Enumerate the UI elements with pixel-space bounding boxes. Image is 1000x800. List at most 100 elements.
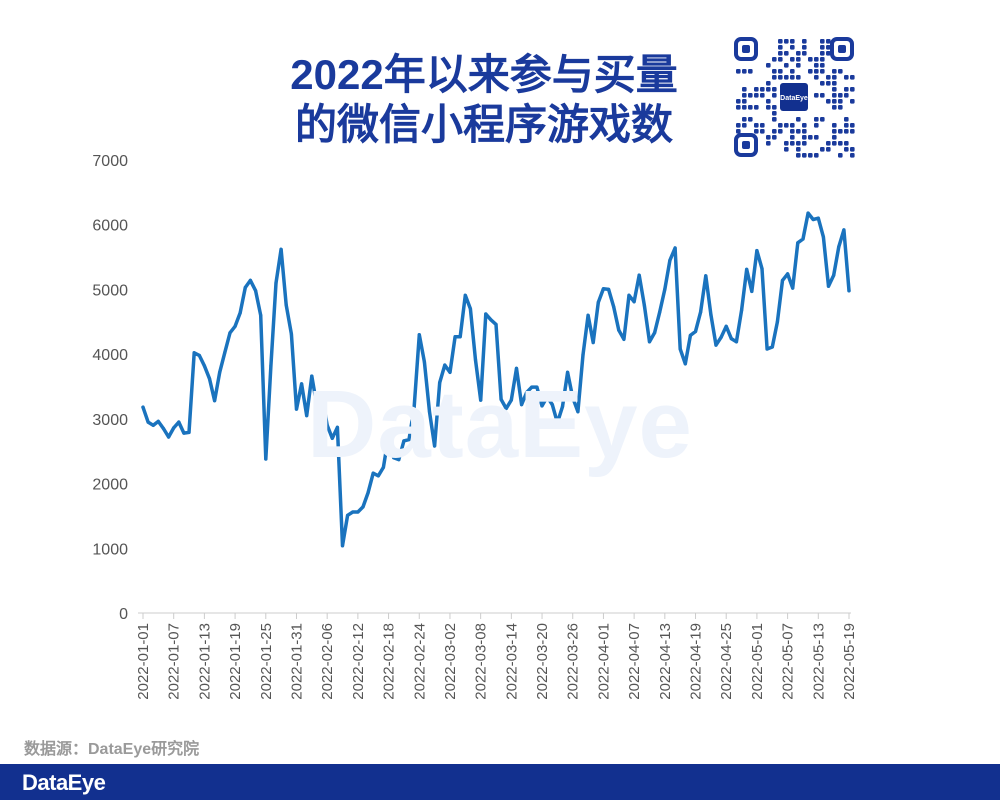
data-point (458, 335, 462, 339)
data-point (627, 293, 631, 297)
data-point (463, 293, 467, 297)
data-point (223, 350, 227, 354)
data-point (780, 278, 785, 282)
data-point (847, 289, 851, 293)
data-point (141, 405, 145, 409)
data-point (760, 267, 764, 271)
data-point (622, 337, 626, 341)
data-point (402, 439, 406, 443)
data-point (397, 458, 401, 462)
data-point (468, 307, 472, 311)
data-point (596, 300, 600, 304)
x-tick-label: 2022-03-14 (503, 623, 520, 700)
x-tick-label: 2022-04-07 (626, 623, 643, 700)
data-point (791, 286, 795, 290)
data-point (494, 322, 498, 326)
data-point (172, 426, 176, 430)
data-point (279, 247, 283, 251)
data-point (300, 382, 304, 386)
data-point (361, 505, 365, 509)
data-point (591, 340, 595, 345)
data-point (274, 281, 278, 285)
data-point (806, 211, 810, 215)
x-axis-ticks (142, 613, 850, 619)
x-tick-label: 2022-02-06 (319, 623, 336, 700)
data-point (719, 335, 723, 339)
data-point (755, 249, 759, 253)
data-point (550, 403, 554, 407)
x-tick-label: 2022-04-01 (595, 623, 612, 700)
y-tick-label: 6000 (92, 218, 128, 235)
data-point (197, 353, 201, 357)
data-point (269, 364, 273, 368)
y-tick-label: 1000 (92, 541, 128, 558)
data-point (658, 310, 662, 314)
data-point (693, 329, 698, 334)
data-point (520, 403, 524, 407)
data-point (417, 333, 421, 337)
y-tick-label: 5000 (92, 282, 128, 299)
data-point (351, 510, 355, 514)
data-point (688, 333, 693, 337)
data-point (294, 407, 299, 411)
data-point (264, 457, 268, 461)
chart-title: 2022年以来参与买量 的微信小程序游戏数 (240, 50, 728, 150)
data-point (233, 324, 237, 328)
data-point (453, 335, 457, 339)
y-tick-label: 0 (119, 606, 128, 623)
data-point (330, 436, 334, 440)
y-axis-tick-labels: 0 1000 2000 3000 4000 5000 6000 7000 (92, 153, 128, 623)
qr-logo-text: DataEye (780, 95, 808, 102)
data-point (770, 345, 774, 349)
data-point (427, 410, 432, 414)
data-point (248, 278, 252, 282)
x-tick-label: 2022-03-26 (565, 623, 582, 700)
data-point (407, 438, 411, 442)
data-point (530, 385, 534, 389)
x-tick-label: 2022-02-18 (381, 623, 398, 700)
data-point (709, 313, 713, 317)
chart-title-line-2: 的微信小程序游戏数 (294, 101, 673, 148)
data-point (315, 404, 319, 408)
watermark: DataEye (307, 371, 693, 478)
data-point (560, 405, 565, 409)
data-point (392, 456, 396, 460)
x-tick-label: 2022-03-20 (534, 623, 551, 700)
data-point (586, 313, 590, 317)
x-tick-label: 2022-01-13 (196, 623, 213, 700)
data-point (156, 419, 160, 423)
data-point (801, 237, 805, 241)
data-point (259, 313, 263, 317)
data-point (167, 435, 171, 439)
data-point (448, 370, 452, 374)
data-point (320, 394, 324, 398)
data-point (381, 465, 385, 469)
data-point (663, 287, 667, 291)
data-point (571, 395, 575, 400)
x-axis-tick-labels: 2022-01-01 2022-01-07 2022-01-13 2022-01-19… (135, 623, 858, 700)
data-point (607, 287, 611, 291)
data-point (218, 370, 222, 374)
data-point (151, 423, 155, 427)
data-point (177, 420, 181, 424)
y-tick-label: 3000 (92, 412, 128, 429)
source-note: 数据源：DataEye研究院 (24, 741, 200, 758)
data-point (617, 328, 621, 332)
data-point (704, 274, 708, 278)
data-point (207, 377, 212, 381)
x-tick-label: 2022-01-19 (227, 623, 244, 700)
data-point (238, 311, 242, 315)
data-point (678, 347, 682, 351)
data-point (346, 513, 350, 517)
data-point (786, 272, 790, 276)
data-point (376, 474, 380, 478)
data-point (146, 420, 150, 424)
data-point (826, 284, 831, 288)
y-tick-label: 7000 (92, 153, 128, 170)
y-tick-label: 4000 (92, 347, 128, 364)
data-point (816, 216, 820, 220)
y-tick-label: 2000 (92, 477, 128, 494)
data-point (555, 421, 560, 425)
data-point (775, 320, 780, 324)
data-point (499, 397, 503, 401)
